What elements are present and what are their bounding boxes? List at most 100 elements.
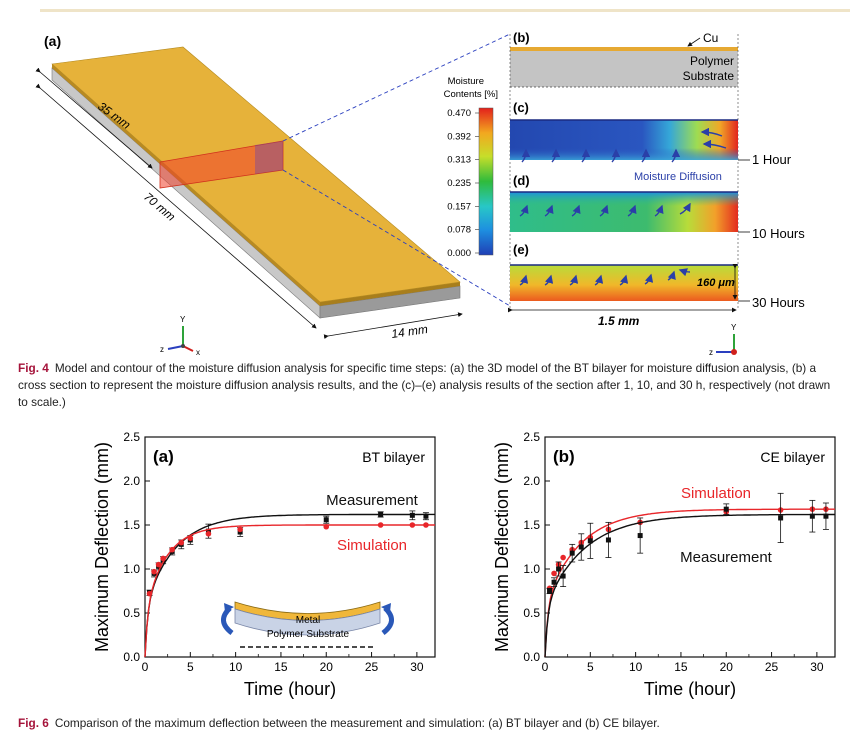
x-tick-label: 0 [142,660,149,674]
figure-4-caption: Fig. 4 Model and contour of the moisture … [18,360,833,411]
moisture-colorbar [478,107,494,256]
y-tick-label: 1.0 [123,562,140,576]
axis-z-label-r: z [709,348,713,357]
data-point-measurement [823,513,829,519]
axis-y-label-r: Y [731,323,737,332]
x-tick-label: 15 [674,660,688,674]
colorbar-tick-label: 0.392 [447,131,471,142]
data-point-simulation [151,568,157,575]
cu-layer [510,47,738,51]
axis-triad-left: Y z x [160,315,200,357]
polymer-substrate-b [510,51,738,87]
data-point-measurement [569,550,575,556]
y-tick-label: 0.0 [123,650,140,664]
x-axis-label: Time (hour) [644,679,736,699]
y-tick-label: 1.0 [523,562,540,576]
data-point-simulation [169,546,175,553]
fig4-panel-d-label: (d) [513,173,530,188]
fit-curve-simulation [544,508,835,658]
plot-frame [544,436,836,658]
colorbar-title-2: Contents [%] [444,89,498,100]
data-point-simulation [178,539,185,546]
time-label-10h: 10 Hours [752,226,805,241]
figure-4-caption-label: Fig. 4 [18,361,49,375]
data-point-measurement [578,544,584,550]
colorbar-tick-label: 0.235 [447,178,471,189]
colorbar-title-1: Moisture [448,76,484,87]
x-tick-label: 30 [410,660,424,674]
chart-title: CE bilayer [760,449,825,465]
plot-frame [144,436,436,658]
bending-inset: Metal Polymer Substrate [221,601,394,648]
dimension-lines [35,67,463,340]
axis-y-label: Y [180,315,186,324]
data-point-measurement [323,517,329,523]
data-point-measurement [605,537,611,543]
fig4-panel-a-label: (a) [44,33,61,49]
data-point-measurement [378,511,384,517]
colorbar-ticks: 0.470 0.392 0.313 0.235 0.157 0.078 0.000 [447,108,479,259]
series-label-measurement: Measurement [326,492,419,509]
data-point-simulation [377,522,384,528]
polymer-label-1: Polymer [690,54,734,68]
chart-panel-label: (b) [553,447,575,466]
chart-bt-bilayer: 0 5 10 15 20 25 30 0.0 0.5 1.0 1.5 2.0 2.5 Time (hour… [92,430,436,699]
bt-bilayer-3d-model [51,46,461,319]
data-point-simulation [409,522,416,528]
header-rule [40,9,850,12]
data-point-measurement [409,512,415,518]
dim-1-5mm: 1.5 mm [598,314,640,328]
x-axis-label: Time (hour) [244,679,336,699]
data-point-measurement [556,566,562,572]
x-tick-label: 30 [810,660,824,674]
fig4-panel-b-label: (b) [513,30,530,45]
y-tick-label: 2.5 [523,430,540,444]
fig4-panel-e-label: (e) [513,242,529,257]
figure-6-caption-label: Fig. 6 [18,716,49,730]
x-tick-label: 20 [720,660,734,674]
data-point-simulation [146,590,153,597]
x-tick-label: 25 [765,660,779,674]
data-point-measurement [547,588,553,594]
colorbar-tick-label: 0.000 [447,248,471,259]
fit-curve-measurement [144,513,435,658]
figure-6-caption-text: Comparison of the maximum deflection bet… [54,716,660,730]
chart-ce-bilayer: 0 5 10 15 20 25 30 0.0 0.5 1.0 1.5 2.0 2.5 Time (hour… [492,430,836,699]
dim-14mm: 14 mm [390,322,428,341]
colorbar-tick-label: 0.470 [447,108,471,119]
dim-160um: 160 μm [697,277,735,289]
inset-polymer-label: Polymer Substrate [267,629,350,640]
data-point-measurement [423,513,429,519]
axis-triad-right: Y z [709,323,737,357]
y-tick-label: 1.5 [523,518,540,532]
fit-curve-simulation [144,524,435,658]
colorbar-tick-label: 0.078 [447,225,471,236]
data-point-simulation [423,522,429,528]
y-tick-label: 0.5 [123,606,140,620]
series-label-simulation: Simulation [681,485,751,502]
series-label-simulation: Simulation [337,537,407,554]
diffusion-arrows-c [521,127,727,163]
colorbar-tick-label: 0.157 [447,201,471,212]
data-point-measurement [637,533,643,539]
data-point-measurement [560,573,566,579]
time-label-1h: 1 Hour [752,152,792,167]
chart-panel-label: (a) [153,447,174,466]
figure-6-caption: Fig. 6 Comparison of the maximum deflecti… [18,715,833,732]
y-tick-label: 2.0 [523,474,540,488]
data-point-simulation [560,554,566,561]
diffusion-arrows-d [519,202,691,217]
data-point-simulation [187,535,194,541]
x-tick-label: 5 [187,660,194,674]
data-point-measurement [587,538,593,544]
chart-title: BT bilayer [362,449,425,465]
data-point-simulation [205,531,212,537]
x-tick-label: 20 [320,660,334,674]
y-tick-label: 0.5 [523,606,540,620]
data-point-simulation [160,555,166,562]
data-point-measurement [723,506,729,512]
axis-x-label: x [196,348,200,357]
data-point-measurement [778,515,784,521]
data-point-simulation [551,570,557,577]
fit-curve-measurement [544,513,835,658]
